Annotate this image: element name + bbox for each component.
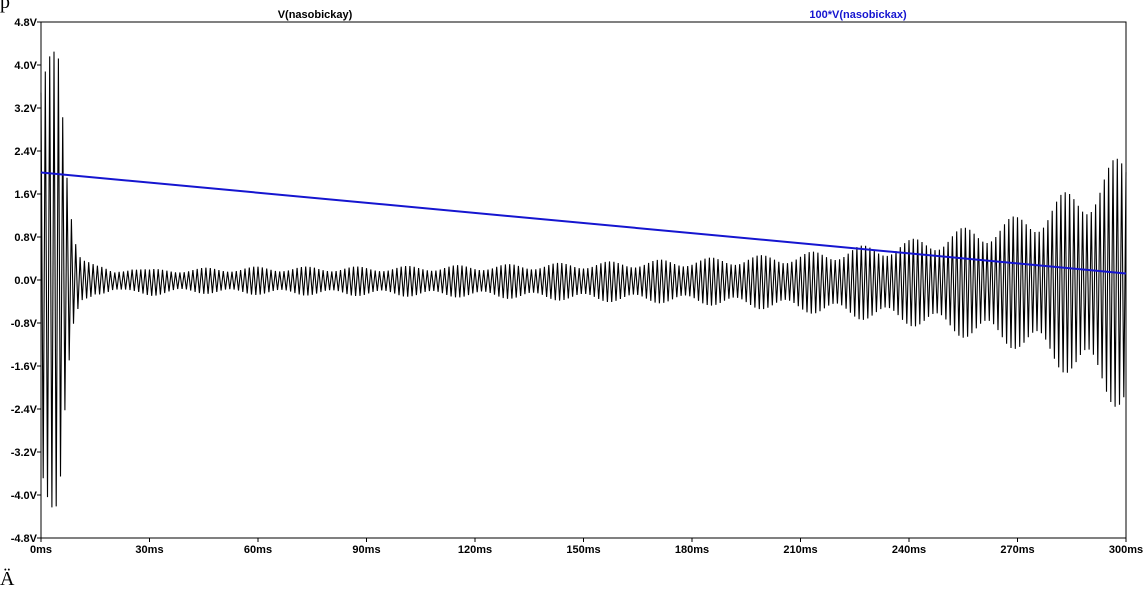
series-100v-nasobickax: [40, 171, 1127, 275]
y-tick-label: 3.2V: [14, 103, 37, 115]
x-tick-label: 210ms: [783, 544, 817, 556]
x-tick-label: 180ms: [675, 544, 709, 556]
y-tick-label: -4.8V: [11, 533, 38, 545]
x-tick-label: 240ms: [892, 544, 926, 556]
y-tick-label: -3.2V: [11, 447, 38, 459]
y-tick-label: -4.0V: [11, 490, 38, 502]
series-group: [40, 51, 1127, 508]
y-tick-label: 4.0V: [14, 60, 37, 72]
trace-label-y: V(nasobickay): [278, 9, 353, 21]
y-tick-label: -2.4V: [11, 404, 38, 416]
x-tick-label: 300ms: [1109, 544, 1143, 556]
y-tick-label: 4.8V: [14, 17, 37, 29]
x-tick-label: 60ms: [244, 544, 272, 556]
x-tick-label: 30ms: [135, 544, 163, 556]
x-tick-label: 90ms: [352, 544, 380, 556]
y-axis: 4.8V 4.0V 3.2V 2.4V 1.6V 0.8V 0.0V -0.8V -1.6V -2…: [11, 17, 41, 545]
x-axis: 0ms 30ms 60ms 90ms 120ms 150ms 180ms 210ms 240ms…: [30, 538, 1143, 556]
y-tick-label: 0.0V: [14, 275, 37, 287]
trace-label-x: 100*V(nasobickax): [809, 9, 907, 21]
y-tick-label: -0.8V: [11, 318, 38, 330]
series-v-nasobickay: [40, 51, 1127, 508]
x-tick-label: 120ms: [458, 544, 492, 556]
plot-frame: [40, 21, 1127, 539]
y-tick-label: 1.6V: [14, 189, 37, 201]
y-tick-label: 2.4V: [14, 146, 37, 158]
cropped-text-top: p: [0, 0, 10, 13]
x-tick-label: 150ms: [566, 544, 600, 556]
y-tick-label: -1.6V: [11, 361, 38, 373]
x-tick-label: 270ms: [1000, 544, 1034, 556]
x-tick-label: 0ms: [30, 544, 52, 556]
y-tick-label: 0.8V: [14, 232, 37, 244]
